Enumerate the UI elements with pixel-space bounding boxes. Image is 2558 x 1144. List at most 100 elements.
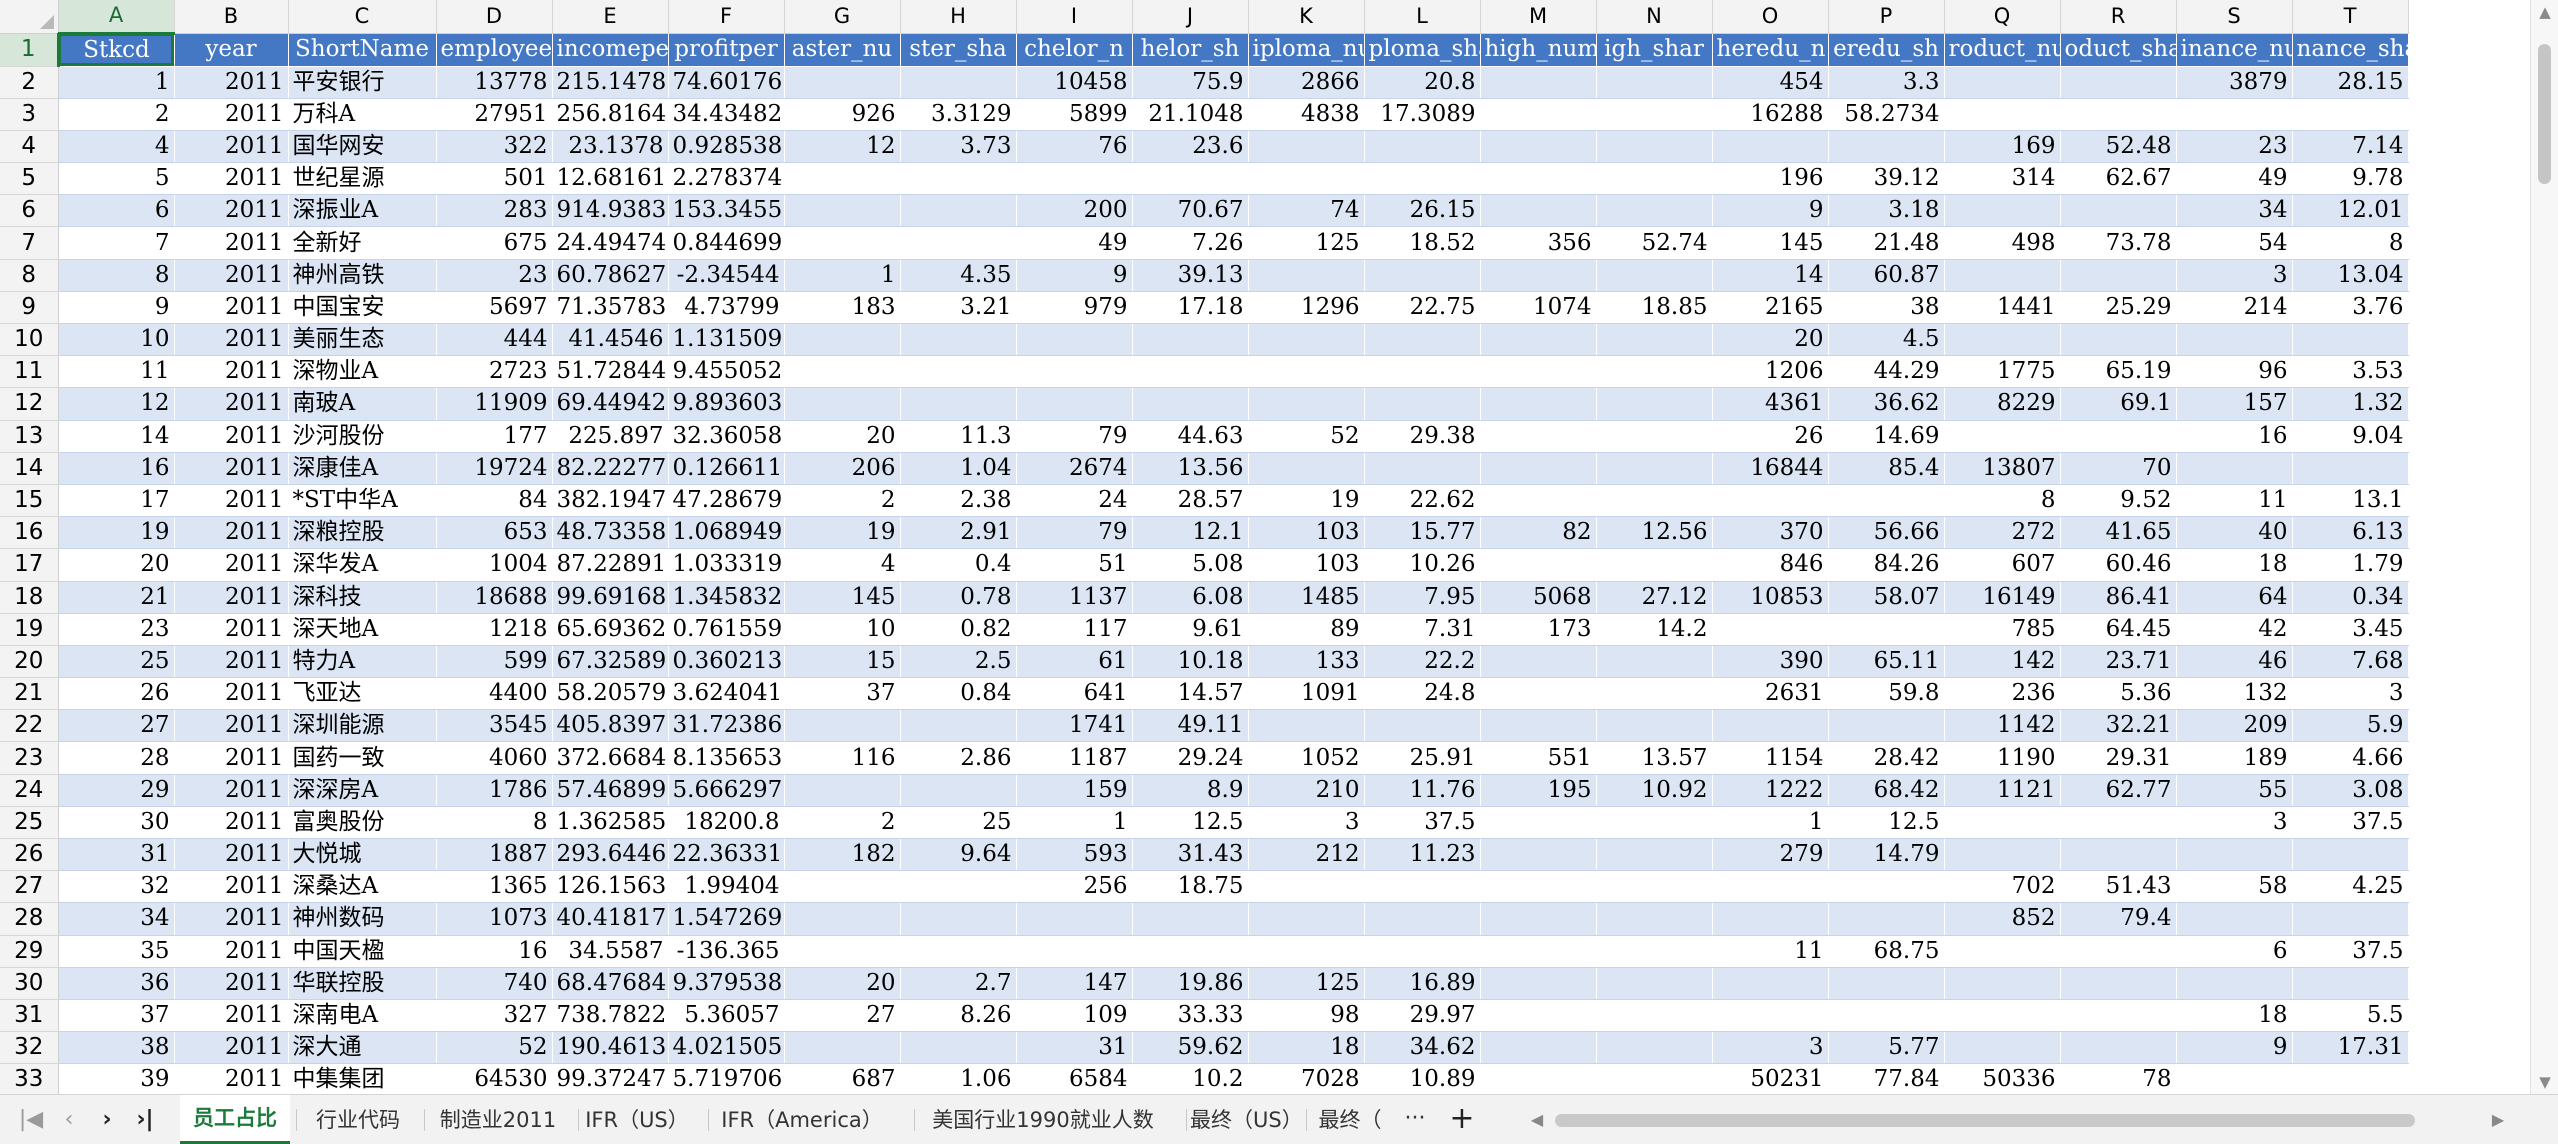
cell-d11[interactable]: 2723 bbox=[436, 355, 553, 389]
cell-d13[interactable]: 177 bbox=[436, 420, 553, 453]
cell-i3[interactable]: 5899 bbox=[1016, 98, 1133, 131]
row-header[interactable]: 28 bbox=[0, 902, 59, 936]
cell-i7[interactable]: 49 bbox=[1016, 226, 1133, 260]
cell-s7[interactable]: 54 bbox=[2176, 226, 2293, 260]
cell-o22[interactable] bbox=[1712, 709, 1829, 743]
column-header-h[interactable]: H bbox=[900, 0, 1017, 34]
cell-q14[interactable]: 13807 bbox=[1944, 452, 2061, 485]
cell-n2[interactable] bbox=[1596, 66, 1713, 99]
cell-n18[interactable]: 27.12 bbox=[1596, 581, 1713, 614]
cell-c27[interactable]: 深桑达A bbox=[288, 870, 437, 904]
cell-h31[interactable]: 8.26 bbox=[900, 999, 1017, 1033]
cell-r7[interactable]: 73.78 bbox=[2060, 226, 2177, 260]
cell-t28[interactable] bbox=[2292, 902, 2409, 936]
cell-c25[interactable]: 富奥股份 bbox=[288, 806, 437, 840]
cell-d23[interactable]: 4060 bbox=[436, 741, 553, 775]
cell-g22[interactable] bbox=[784, 709, 901, 743]
cell-s2[interactable]: 3879 bbox=[2176, 66, 2293, 99]
cell-q25[interactable] bbox=[1944, 806, 2061, 840]
column-header-c[interactable]: C bbox=[288, 0, 437, 34]
field-header-stkcd[interactable]: Stkcd bbox=[58, 33, 175, 67]
cell-b26[interactable]: 2011 bbox=[174, 838, 289, 872]
cell-b11[interactable]: 2011 bbox=[174, 355, 289, 389]
cell-l32[interactable]: 34.62 bbox=[1364, 1031, 1481, 1065]
cell-f30[interactable]: 9.379538 bbox=[668, 967, 785, 1000]
cell-m10[interactable] bbox=[1480, 323, 1597, 357]
cell-q16[interactable]: 272 bbox=[1944, 516, 2061, 550]
cell-l19[interactable]: 7.31 bbox=[1364, 613, 1481, 646]
field-header-lowheredu-sh[interactable]: eredu_sh bbox=[1828, 33, 1945, 67]
cell-a13[interactable]: 14 bbox=[58, 420, 175, 453]
column-header-f[interactable]: F bbox=[668, 0, 785, 34]
cell-f20[interactable]: 0.360213 bbox=[668, 645, 785, 679]
cell-f4[interactable]: 0.928538 bbox=[668, 130, 785, 164]
cell-a33[interactable]: 39 bbox=[58, 1063, 175, 1094]
cell-e2[interactable]: 215.1478 bbox=[552, 66, 669, 99]
cell-o21[interactable]: 2631 bbox=[1712, 677, 1829, 711]
cell-i20[interactable]: 61 bbox=[1016, 645, 1133, 679]
cell-p6[interactable]: 3.18 bbox=[1828, 194, 1945, 228]
row-header[interactable]: 33 bbox=[0, 1063, 59, 1094]
cell-n15[interactable] bbox=[1596, 484, 1713, 518]
cell-e16[interactable]: 48.73358 bbox=[552, 516, 669, 550]
cell-c29[interactable]: 中国天楹 bbox=[288, 935, 437, 968]
cell-n12[interactable] bbox=[1596, 387, 1713, 421]
cell-o7[interactable]: 145 bbox=[1712, 226, 1829, 260]
cell-k31[interactable]: 98 bbox=[1248, 999, 1365, 1033]
add-sheet-icon[interactable]: + bbox=[1449, 1101, 1475, 1136]
row-header[interactable]: 32 bbox=[0, 1031, 59, 1065]
cell-g3[interactable]: 926 bbox=[784, 98, 901, 131]
cell-a15[interactable]: 17 bbox=[58, 484, 175, 518]
cell-b23[interactable]: 2011 bbox=[174, 741, 289, 775]
cell-r32[interactable] bbox=[2060, 1031, 2177, 1065]
prev-sheet-icon[interactable]: ‹ bbox=[64, 1107, 74, 1132]
cell-j15[interactable]: 28.57 bbox=[1132, 484, 1249, 518]
horizontal-scrollbar[interactable]: ◀ ▶ bbox=[1525, 1106, 2510, 1134]
cell-f26[interactable]: 22.36331 bbox=[668, 838, 785, 872]
cell-o8[interactable]: 14 bbox=[1712, 259, 1829, 292]
cell-c10[interactable]: 美丽生态 bbox=[288, 323, 437, 357]
cell-q18[interactable]: 16149 bbox=[1944, 581, 2061, 614]
cell-b16[interactable]: 2011 bbox=[174, 516, 289, 550]
cell-n14[interactable] bbox=[1596, 452, 1713, 485]
cell-c21[interactable]: 飞亚达 bbox=[288, 677, 437, 711]
cell-g11[interactable] bbox=[784, 355, 901, 389]
cell-l29[interactable] bbox=[1364, 935, 1481, 968]
cell-n30[interactable] bbox=[1596, 967, 1713, 1000]
cell-a23[interactable]: 28 bbox=[58, 741, 175, 775]
cell-q9[interactable]: 1441 bbox=[1944, 291, 2061, 325]
cell-j22[interactable]: 49.11 bbox=[1132, 709, 1249, 743]
cell-j25[interactable]: 12.5 bbox=[1132, 806, 1249, 840]
cell-i33[interactable]: 6584 bbox=[1016, 1063, 1133, 1094]
cell-c14[interactable]: 深康佳A bbox=[288, 452, 437, 485]
cell-e28[interactable]: 40.41817 bbox=[552, 902, 669, 936]
column-header-d[interactable]: D bbox=[436, 0, 553, 34]
cell-m12[interactable] bbox=[1480, 387, 1597, 421]
cell-f5[interactable]: 2.278374 bbox=[668, 162, 785, 196]
sheet-tab[interactable]: 制造业2011 bbox=[439, 1108, 557, 1132]
cell-o31[interactable] bbox=[1712, 999, 1829, 1033]
cell-d5[interactable]: 501 bbox=[436, 162, 553, 196]
cell-g19[interactable]: 10 bbox=[784, 613, 901, 646]
cell-h8[interactable]: 4.35 bbox=[900, 259, 1017, 292]
cell-t20[interactable]: 7.68 bbox=[2292, 645, 2409, 679]
cell-p31[interactable] bbox=[1828, 999, 1945, 1033]
cell-f27[interactable]: 1.99404 bbox=[668, 870, 785, 904]
select-all-corner[interactable] bbox=[0, 0, 59, 34]
cell-n19[interactable]: 14.2 bbox=[1596, 613, 1713, 646]
cell-h10[interactable] bbox=[900, 323, 1017, 357]
column-header-a[interactable]: A bbox=[58, 0, 175, 35]
cell-e9[interactable]: 71.35783 bbox=[552, 291, 669, 325]
row-header[interactable]: 24 bbox=[0, 774, 59, 807]
scroll-right-icon[interactable]: ▶ bbox=[2491, 1110, 2505, 1129]
cell-c28[interactable]: 神州数码 bbox=[288, 902, 437, 936]
cell-j6[interactable]: 70.67 bbox=[1132, 194, 1249, 228]
cell-j20[interactable]: 10.18 bbox=[1132, 645, 1249, 679]
cell-j2[interactable]: 75.9 bbox=[1132, 66, 1249, 99]
cell-e24[interactable]: 57.46899 bbox=[552, 774, 669, 807]
cell-t27[interactable]: 4.25 bbox=[2292, 870, 2409, 904]
cell-g13[interactable]: 20 bbox=[784, 420, 901, 453]
cell-d16[interactable]: 653 bbox=[436, 516, 553, 550]
cell-s15[interactable]: 11 bbox=[2176, 484, 2293, 518]
cell-m19[interactable]: 173 bbox=[1480, 613, 1597, 646]
